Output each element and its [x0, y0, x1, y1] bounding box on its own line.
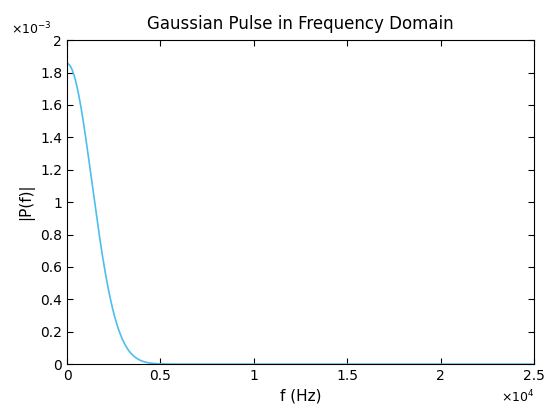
X-axis label: f (Hz): f (Hz)	[280, 388, 321, 404]
Y-axis label: |P(f)|: |P(f)|	[18, 184, 35, 220]
Title: Gaussian Pulse in Frequency Domain: Gaussian Pulse in Frequency Domain	[147, 15, 454, 33]
Text: $\times10^{-3}$: $\times10^{-3}$	[11, 20, 52, 37]
Text: $\times10^{4}$: $\times10^{4}$	[501, 388, 534, 405]
